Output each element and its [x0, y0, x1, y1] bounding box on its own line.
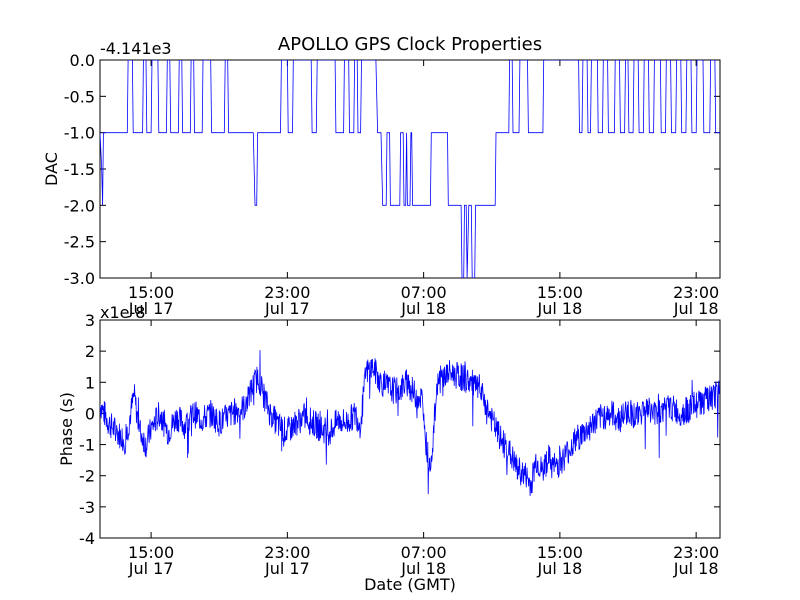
top-ytick-label: -1.0 — [64, 124, 95, 143]
bottom-xtick-time-label: 15:00 — [128, 543, 174, 562]
chart-title: APOLLO GPS Clock Properties — [278, 34, 542, 55]
top-offset-label: -4.141e3 — [100, 39, 172, 58]
bottom-series-line — [100, 350, 720, 497]
top-y-axis-label: DAC — [42, 152, 61, 186]
bottom-axes-frame — [99, 319, 721, 539]
top-ytick-label: -0.5 — [64, 87, 95, 106]
bottom-y-axis-label: Phase (s) — [57, 392, 76, 466]
bottom-ytick-label: 0 — [85, 404, 95, 423]
top-ytick-label: -2.0 — [64, 196, 95, 215]
bottom-xtick-date-label: Jul 18 — [673, 559, 719, 578]
top-xtick-time-label: 23:00 — [673, 283, 719, 302]
top-xtick-date-label: Jul 18 — [537, 299, 583, 318]
bottom-xtick-time-label: 23:00 — [673, 543, 719, 562]
bottom-plot-area — [100, 350, 720, 497]
bottom-ytick-label: -2 — [79, 467, 95, 486]
top-xtick-date-label: Jul 17 — [264, 299, 310, 318]
bottom-ytick-label: -3 — [79, 498, 95, 517]
top-xtick-time-label: 15:00 — [128, 283, 174, 302]
bottom-xtick-time-label: 23:00 — [264, 543, 310, 562]
top-ytick-label: -1.5 — [64, 160, 95, 179]
top-axes-frame — [99, 59, 721, 279]
bottom-ytick-label: -4 — [79, 529, 95, 548]
bottom-ytick-label: 2 — [85, 342, 95, 361]
bottom-xtick-date-label: Jul 17 — [128, 559, 174, 578]
bottom-ytick-label: -1 — [79, 436, 95, 455]
top-xtick-time-label: 23:00 — [264, 283, 310, 302]
top-series-line — [100, 60, 720, 278]
bottom-xtick-time-label: 15:00 — [537, 543, 583, 562]
top-y-ticks: 0.0 -0.5 -1.0 -1.5 -2.0 -2.5 -3.0 — [64, 51, 720, 288]
bottom-offset-label: x1e-8 — [100, 303, 145, 322]
top-xtick-date-label: Jul 17 — [128, 299, 174, 318]
bottom-y-ticks: 3 2 1 0 -1 -2 -3 -4 — [79, 311, 720, 548]
top-xtick-time-label: 15:00 — [537, 283, 583, 302]
top-xtick-date-label: Jul 18 — [400, 299, 446, 318]
top-plot-area — [100, 60, 720, 278]
bottom-xtick-date-label: Jul 18 — [537, 559, 583, 578]
bottom-ytick-label: 3 — [85, 311, 95, 330]
bottom-xtick-date-label: Jul 17 — [264, 559, 310, 578]
top-xtick-date-label: Jul 18 — [673, 299, 719, 318]
bottom-x-axis-label: Date (GMT) — [364, 575, 456, 594]
bottom-xtick-time-label: 07:00 — [401, 543, 447, 562]
top-ytick-label: -3.0 — [64, 269, 95, 288]
top-ytick-label: 0.0 — [70, 51, 95, 70]
bottom-ytick-label: 1 — [85, 373, 95, 392]
top-ytick-label: -2.5 — [64, 233, 95, 252]
top-xtick-time-label: 07:00 — [401, 283, 447, 302]
bottom-xtick-date-label: Jul 18 — [400, 559, 446, 578]
